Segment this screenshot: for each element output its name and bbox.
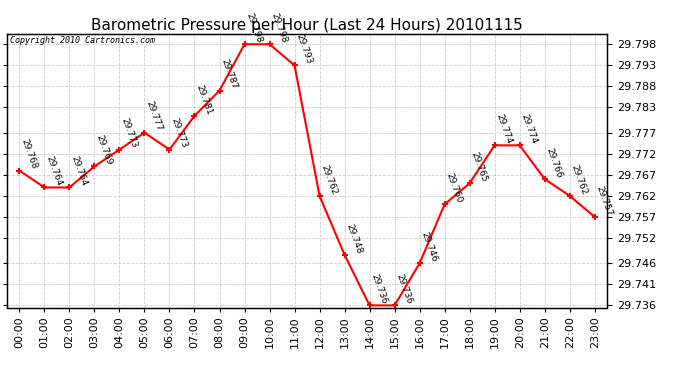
Text: 29.736: 29.736 xyxy=(395,273,414,305)
Title: Barometric Pressure per Hour (Last 24 Hours) 20101115: Barometric Pressure per Hour (Last 24 Ho… xyxy=(91,18,523,33)
Text: 29.764: 29.764 xyxy=(70,155,88,188)
Text: 29.760: 29.760 xyxy=(444,172,464,204)
Text: 29.762: 29.762 xyxy=(570,164,589,196)
Text: 29.762: 29.762 xyxy=(319,164,339,196)
Text: 29.774: 29.774 xyxy=(495,113,514,146)
Text: 29.781: 29.781 xyxy=(195,83,214,116)
Text: 29.764: 29.764 xyxy=(44,155,63,188)
Text: 29.787: 29.787 xyxy=(219,58,239,91)
Text: 29.765: 29.765 xyxy=(470,151,489,183)
Text: 29.768: 29.768 xyxy=(19,138,39,171)
Text: 29.766: 29.766 xyxy=(544,146,564,179)
Text: 29.773: 29.773 xyxy=(170,117,188,150)
Text: 29.769: 29.769 xyxy=(95,134,114,166)
Text: 29.798: 29.798 xyxy=(270,12,288,44)
Text: 29.736: 29.736 xyxy=(370,273,388,305)
Text: 29.774: 29.774 xyxy=(520,113,539,146)
Text: 29.793: 29.793 xyxy=(295,33,314,65)
Text: 29.773: 29.773 xyxy=(119,117,139,150)
Text: 29.757: 29.757 xyxy=(595,184,614,217)
Text: 29.777: 29.777 xyxy=(144,100,164,133)
Text: 29.746: 29.746 xyxy=(420,231,439,263)
Text: Copyright 2010 Cartronics.com: Copyright 2010 Cartronics.com xyxy=(10,36,155,45)
Text: 29.748: 29.748 xyxy=(344,222,364,255)
Text: 29.798: 29.798 xyxy=(244,12,264,44)
